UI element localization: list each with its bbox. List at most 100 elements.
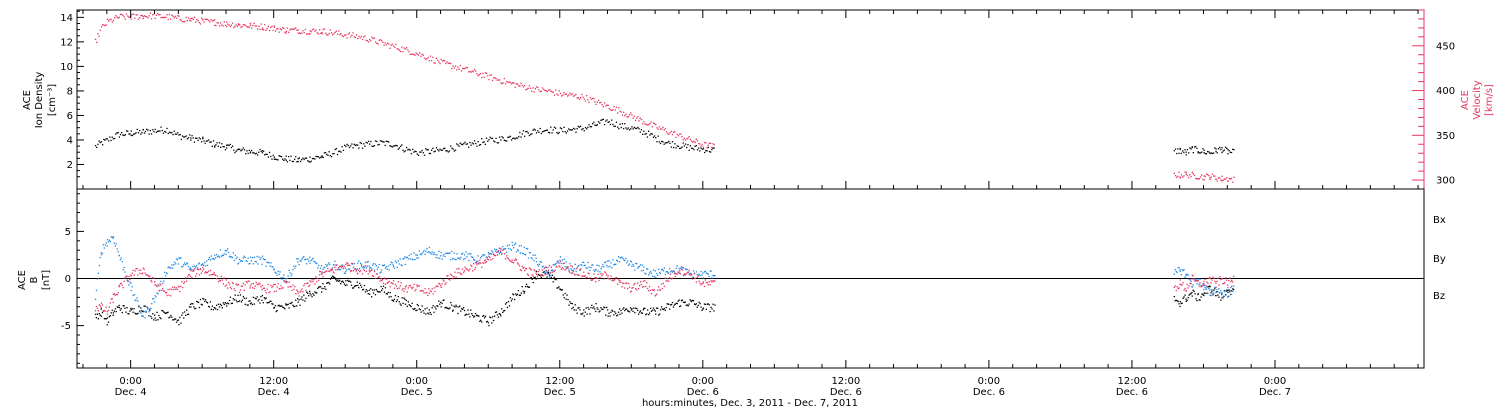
b-bz-point	[651, 289, 654, 291]
b-bz-point	[1215, 286, 1217, 288]
density-point	[247, 152, 249, 154]
density-point	[1204, 153, 1206, 155]
b-bz-point	[338, 266, 340, 269]
density-point	[494, 141, 496, 143]
b-bx-point	[320, 291, 323, 293]
density-point	[290, 155, 292, 157]
b-bx-point	[598, 311, 600, 313]
b-bz-point	[452, 278, 454, 280]
b-bx-point	[1224, 289, 1226, 292]
velocity-point	[187, 17, 190, 19]
velocity-point	[304, 28, 306, 31]
b-by-point	[499, 251, 501, 253]
b-by-point	[599, 271, 601, 273]
b-bx-point	[279, 305, 281, 307]
density-point	[191, 135, 193, 137]
velocity-point	[323, 28, 326, 30]
b-by-point	[387, 265, 389, 267]
density-point	[292, 160, 295, 163]
b-by-point	[1209, 294, 1211, 296]
velocity-point	[338, 30, 340, 32]
b-bz-point	[445, 282, 447, 284]
density-point	[446, 150, 448, 152]
b-by-point	[360, 262, 362, 264]
velocity-point	[599, 102, 601, 104]
density-point	[301, 159, 303, 161]
b-by-point	[640, 270, 643, 272]
b-by-point	[161, 277, 163, 279]
b-bx-point	[112, 314, 114, 316]
velocity-point	[493, 77, 495, 79]
velocity-point	[242, 24, 244, 26]
b-bx-point	[1226, 290, 1228, 292]
b-bz-point	[590, 279, 592, 281]
b-by-point	[193, 269, 195, 271]
b-bz-point	[1217, 277, 1219, 279]
b-bx-point	[585, 307, 587, 309]
b-by-point	[600, 268, 602, 270]
b-bz-point	[224, 285, 226, 287]
b-bz-point	[484, 262, 487, 264]
velocity-point	[1230, 177, 1233, 180]
density-point	[681, 146, 683, 148]
b-bx-point	[158, 314, 160, 317]
velocity-point	[208, 19, 210, 22]
b-bz-point	[1188, 285, 1190, 287]
velocity-point	[119, 13, 122, 16]
velocity-point	[1229, 178, 1231, 180]
velocity-point	[94, 38, 97, 40]
b-bz-point	[302, 291, 304, 293]
velocity-point	[1217, 177, 1220, 179]
density-point	[568, 128, 570, 130]
b-bx-point	[568, 304, 570, 306]
b-bx-point	[517, 290, 520, 292]
b-bz-point	[497, 249, 500, 252]
velocity-point	[521, 84, 523, 86]
b-by-point	[1188, 278, 1190, 280]
density-point	[192, 137, 194, 139]
velocity-point	[123, 16, 125, 18]
b-by-point	[656, 272, 658, 275]
b-bx-point	[607, 315, 609, 317]
b-bx-point	[1213, 289, 1215, 291]
b-by-point	[538, 263, 541, 265]
velocity-point	[214, 19, 216, 21]
b-bx-point	[529, 277, 531, 279]
b-bz-point	[312, 280, 314, 283]
b-bz-point	[127, 280, 129, 283]
density-axis-title: ACE Ion Density [cm⁻³]	[22, 72, 58, 129]
b-by-point	[501, 253, 503, 255]
b-by-point	[440, 255, 442, 257]
b-bz-point	[371, 269, 373, 271]
b-by-point	[702, 277, 705, 279]
b-bx-point	[557, 287, 559, 289]
velocity-point	[499, 79, 501, 81]
b-by-point	[416, 257, 418, 259]
b-bz-point	[401, 289, 403, 291]
velocity-point	[152, 14, 154, 16]
b-by-point	[288, 269, 290, 272]
density-point	[627, 127, 629, 129]
b-bz-point	[305, 289, 307, 291]
b-bx-point	[329, 283, 331, 285]
b-bz-point	[1227, 286, 1229, 289]
velocity-point	[628, 114, 631, 116]
b-by-point	[349, 268, 351, 270]
b-bz-point	[113, 293, 115, 295]
velocity-point	[98, 35, 100, 37]
b-bx-point	[171, 316, 173, 318]
b-bz-point	[410, 286, 412, 288]
velocity-point	[1209, 178, 1211, 180]
density-point	[619, 123, 621, 125]
b-bz-point	[262, 287, 264, 289]
velocity-point	[698, 143, 700, 145]
b-bz-point	[1207, 282, 1209, 284]
b-by-point	[473, 258, 475, 261]
b-by-point	[521, 252, 523, 254]
velocity-point	[587, 99, 589, 101]
velocity-point	[165, 16, 167, 18]
b-bz-point	[1203, 283, 1205, 285]
velocity-point	[174, 15, 176, 18]
b-bz-point	[702, 282, 704, 284]
b-bx-point	[705, 308, 707, 310]
